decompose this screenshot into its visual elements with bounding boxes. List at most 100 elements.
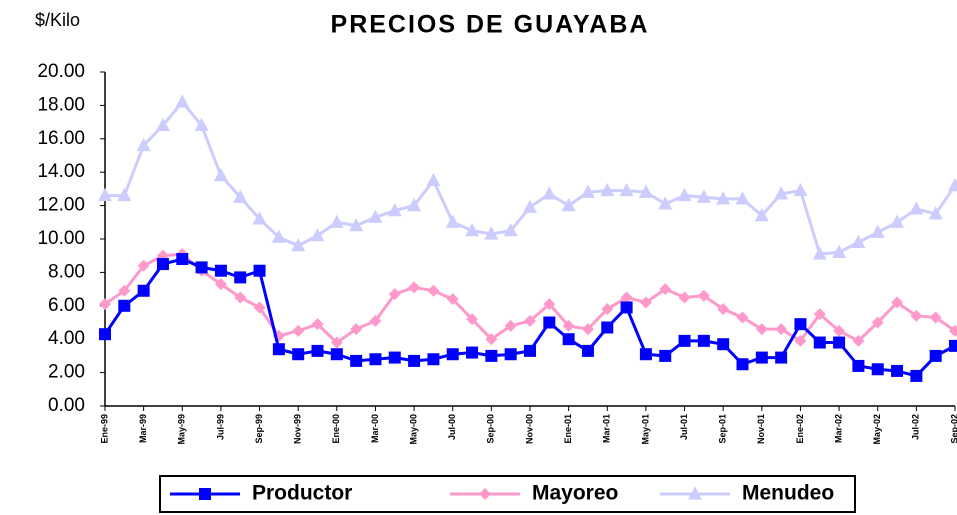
marker — [446, 348, 459, 361]
marker — [292, 348, 305, 361]
marker — [794, 334, 807, 347]
x-tick-label: May-00 — [408, 414, 418, 445]
marker — [175, 94, 190, 108]
marker — [677, 187, 692, 202]
series-line — [104, 252, 956, 345]
marker — [408, 354, 421, 367]
marker — [446, 293, 459, 306]
marker — [484, 226, 499, 240]
marker — [330, 348, 343, 361]
x-tick-label: May-99 — [177, 414, 187, 445]
marker — [600, 182, 615, 197]
legend-label: Mayoreo — [532, 482, 618, 505]
marker — [793, 182, 808, 197]
marker — [155, 117, 170, 132]
marker — [117, 187, 132, 202]
marker — [909, 201, 924, 215]
marker — [774, 186, 789, 200]
marker — [368, 209, 383, 223]
marker — [330, 336, 343, 349]
marker — [350, 323, 363, 336]
y-tick-label: 16.00 — [37, 128, 85, 149]
x-tick-label: Sep-02 — [949, 414, 957, 444]
y-tick-label: 4.00 — [48, 328, 85, 349]
marker — [523, 199, 537, 213]
marker — [176, 253, 189, 266]
marker — [794, 318, 807, 331]
y-tick-label: 10.00 — [37, 228, 85, 249]
marker — [542, 186, 557, 200]
marker — [832, 244, 847, 258]
marker — [775, 323, 788, 336]
marker — [929, 311, 942, 324]
marker — [272, 343, 285, 356]
marker — [852, 334, 865, 347]
marker — [543, 298, 556, 311]
x-tick-label: Jul-01 — [679, 414, 689, 440]
marker — [233, 189, 248, 203]
marker — [697, 334, 710, 347]
marker — [639, 296, 652, 309]
marker — [253, 301, 266, 314]
marker — [195, 261, 208, 274]
marker — [581, 344, 594, 357]
marker — [736, 358, 749, 371]
marker — [214, 264, 227, 277]
marker — [311, 344, 324, 357]
marker — [717, 338, 730, 351]
marker — [214, 278, 227, 291]
marker — [310, 227, 325, 242]
x-tick-label: Sep-01 — [718, 414, 728, 444]
marker — [754, 207, 769, 222]
marker — [118, 299, 131, 312]
marker — [561, 197, 576, 212]
x-tick-label: Jul-99 — [215, 414, 225, 440]
marker — [504, 319, 517, 332]
marker — [948, 177, 957, 192]
marker — [234, 271, 247, 284]
marker — [388, 351, 401, 364]
marker — [871, 363, 884, 376]
marker — [949, 339, 957, 352]
marker — [562, 333, 575, 346]
x-tick-label: Sep-00 — [486, 414, 496, 444]
marker — [118, 284, 131, 297]
marker — [659, 283, 672, 296]
marker — [213, 167, 228, 182]
marker — [350, 354, 363, 367]
x-tick-label: Ene-02 — [795, 414, 805, 444]
marker — [580, 184, 595, 198]
marker — [234, 291, 247, 304]
marker — [601, 303, 614, 316]
y-axis-label: $/Kilo — [35, 10, 80, 30]
marker — [852, 359, 865, 372]
legend-marker — [688, 486, 702, 500]
marker — [813, 336, 826, 349]
marker — [271, 229, 286, 243]
marker — [910, 369, 923, 382]
marker — [697, 289, 710, 302]
marker — [638, 184, 653, 198]
marker — [98, 187, 112, 202]
marker — [292, 324, 305, 337]
y-tick-label: 18.00 — [37, 94, 85, 115]
marker — [137, 284, 150, 297]
x-tick-label: Ene-00 — [331, 414, 341, 444]
marker — [949, 324, 957, 337]
marker — [619, 182, 634, 197]
marker — [427, 353, 440, 366]
y-tick-label: 14.00 — [37, 161, 85, 182]
marker — [466, 346, 479, 359]
y-tick-label: 0.00 — [48, 395, 85, 416]
x-tick-label: Jul-00 — [447, 414, 457, 440]
legend-label: Menudeo — [742, 482, 834, 505]
marker — [775, 351, 788, 364]
marker — [485, 333, 498, 346]
legend-marker — [199, 488, 211, 500]
marker — [524, 344, 536, 357]
marker — [891, 296, 904, 309]
marker — [639, 348, 652, 361]
marker — [928, 206, 943, 220]
y-tick-label: 8.00 — [48, 261, 85, 282]
marker — [504, 348, 517, 361]
